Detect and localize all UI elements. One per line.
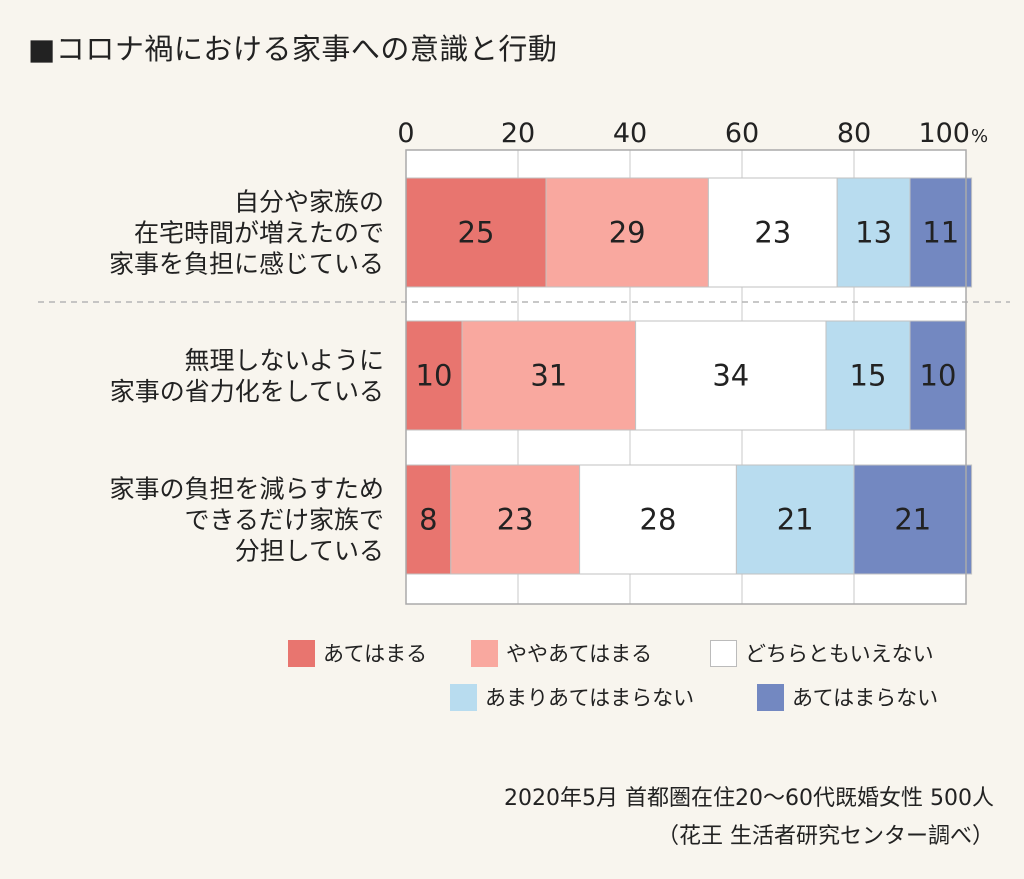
- source-line-2: （花王 生活者研究センター調べ）: [657, 824, 994, 849]
- data-label: 23: [497, 503, 534, 537]
- data-label: 8: [419, 503, 437, 537]
- data-label: 34: [712, 359, 749, 393]
- bar-segment: [405, 464, 452, 575]
- bar-segment: [825, 320, 911, 431]
- bar-segment: [735, 464, 855, 575]
- legend-swatch-1: [471, 639, 498, 667]
- plot-frame: [405, 149, 967, 605]
- bar-segment: [450, 464, 581, 575]
- legend-item-1: ややあてはまる: [471, 638, 652, 668]
- legend-swatch-0: [288, 639, 315, 667]
- legend-label-3: あまりあてはまらない: [485, 686, 695, 710]
- tick-label: 60: [725, 118, 759, 149]
- legend-swatch-2: [710, 639, 737, 667]
- legend-label-0: あてはまる: [323, 642, 428, 666]
- data-label: 25: [458, 216, 495, 250]
- data-label: 31: [530, 359, 567, 393]
- legend-label-4: あてはまらない: [792, 686, 939, 710]
- legend-item-4: あてはまらない: [757, 682, 938, 712]
- category-label: 無理しないように家事の省力化をしている: [110, 346, 384, 406]
- tick-label: 40: [613, 118, 647, 149]
- data-label: 11: [922, 216, 959, 250]
- data-label: 10: [416, 359, 453, 393]
- bar-segment: [579, 464, 737, 575]
- bar-segment: [405, 177, 547, 288]
- legend-item-0: あてはまる: [288, 638, 427, 668]
- data-label: 21: [777, 503, 814, 537]
- data-label: 21: [894, 503, 931, 537]
- tick-label: 100: [918, 118, 970, 149]
- category-label: 家事の負担を減らすためできるだけ家族で分担している: [109, 475, 384, 566]
- data-label: 29: [609, 216, 646, 250]
- bar-segment: [707, 177, 838, 288]
- legend-label-1: ややあてはまる: [506, 642, 653, 666]
- bar-segment: [836, 177, 911, 288]
- bar-segment: [909, 320, 967, 431]
- chart-title: ■コロナ禍における家事への意識と行動: [28, 32, 558, 66]
- legend-swatch-3: [450, 683, 477, 711]
- category-label: 自分や家族の在宅時間が増えたので家事を負担に感じている: [109, 188, 384, 279]
- tick-unit: %: [971, 126, 988, 147]
- bar-segment: [405, 320, 463, 431]
- bar-segment: [461, 320, 637, 431]
- tick-label: 20: [501, 118, 535, 149]
- legend-label-2: どちらともいえない: [745, 642, 934, 666]
- data-label: 10: [920, 359, 957, 393]
- bar-segment: [909, 177, 973, 288]
- bar-segment: [635, 320, 827, 431]
- data-label: 15: [850, 359, 887, 393]
- data-label: 13: [855, 216, 892, 250]
- source-note: 2020年5月 首都圏在住20〜60代既婚女性 500人 （花王 生活者研究セン…: [504, 780, 994, 856]
- legend-item-2: どちらともいえない: [710, 638, 934, 668]
- data-label: 23: [754, 216, 791, 250]
- data-label: 28: [640, 503, 677, 537]
- legend-item-3: あまりあてはまらない: [450, 682, 694, 712]
- legend-swatch-4: [757, 683, 784, 711]
- bar-segment: [853, 464, 973, 575]
- bar-segment: [545, 177, 709, 288]
- source-line-1: 2020年5月 首都圏在住20〜60代既婚女性 500人: [504, 786, 994, 811]
- tick-label: 0: [397, 118, 414, 149]
- tick-label: 80: [837, 118, 871, 149]
